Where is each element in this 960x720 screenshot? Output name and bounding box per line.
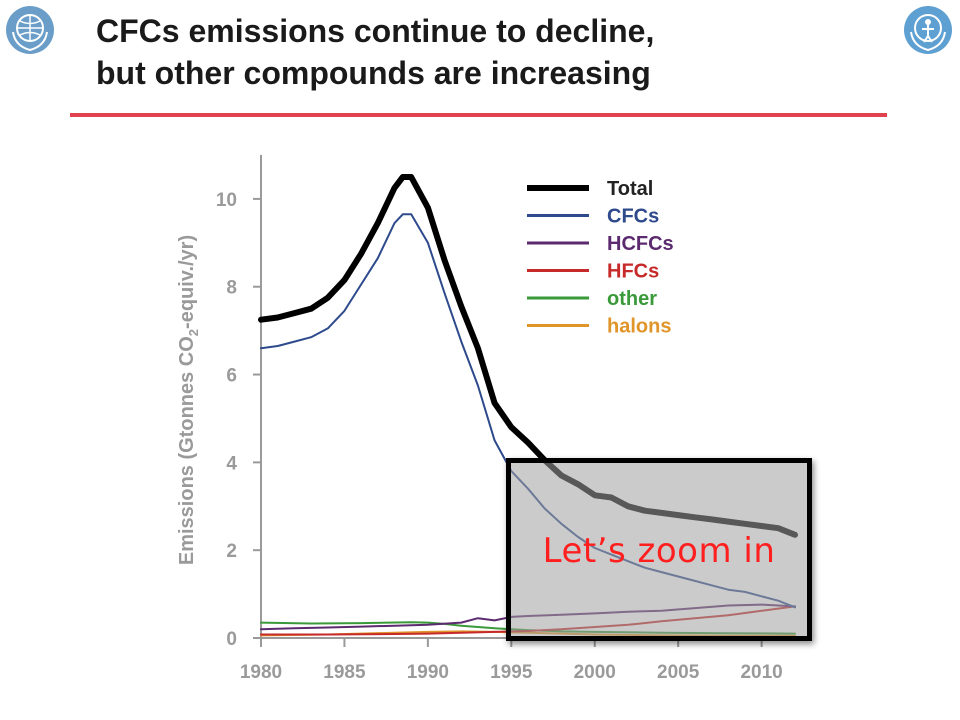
title-underline <box>70 113 887 117</box>
y-tick-label: 4 <box>226 453 237 474</box>
y-tick-label: 2 <box>226 541 237 562</box>
x-tick-label: 2010 <box>740 662 782 683</box>
legend-label-other: other <box>607 288 657 310</box>
y-tick-label: 8 <box>226 278 237 299</box>
legend-label-cfcs: CFCs <box>607 206 659 228</box>
title-line-1: CFCs emissions continue to decline, <box>96 13 655 49</box>
zoom-overlay-box[interactable]: Let’s zoom in <box>506 458 812 641</box>
y-tick-label: 6 <box>226 366 237 387</box>
unep-emblem-icon <box>904 6 952 54</box>
legend-label-halons: halons <box>607 316 671 338</box>
x-tick-label: 1990 <box>407 662 449 683</box>
x-tick-label: 1995 <box>490 662 533 683</box>
legend-label-total: Total <box>607 178 653 200</box>
legend-label-hfcs: HFCs <box>607 261 659 283</box>
x-tick-label: 1985 <box>323 662 366 683</box>
wmo-emblem-icon <box>6 6 54 54</box>
x-tick-label: 1980 <box>240 662 282 683</box>
y-tick-label: 10 <box>216 190 237 211</box>
zoom-in-label: Let’s zoom in <box>542 531 776 571</box>
title-line-2: but other compounds are increasing <box>96 55 651 91</box>
legend-label-hcfcs: HCFCs <box>607 233 674 255</box>
page-title: CFCs emissions continue to decline, but … <box>96 10 876 94</box>
y-axis-label: Emissions (Gtonnes CO2-equiv./yr) <box>176 235 201 565</box>
x-tick-label: 2005 <box>657 662 700 683</box>
x-tick-label: 2000 <box>574 662 616 683</box>
y-tick-label: 0 <box>226 629 237 650</box>
